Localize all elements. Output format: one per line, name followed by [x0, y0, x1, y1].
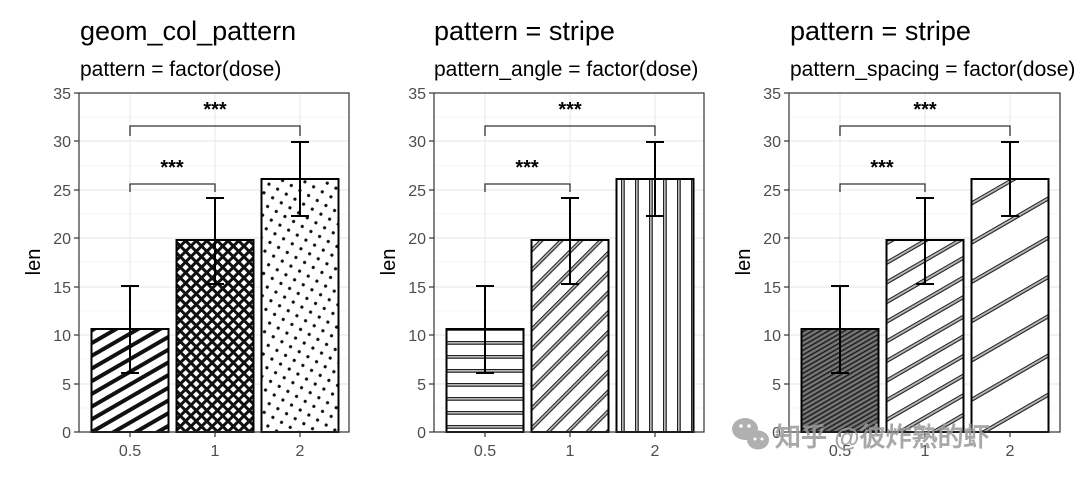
- panel-1: geom_col_pattern pattern = factor(dose): [23, 16, 350, 460]
- panel-1-y-axis: [74, 92, 79, 433]
- panel-1-y-tick-labels: 0 5 10 15 20 25 30 35: [53, 86, 71, 442]
- svg-text:0.5: 0.5: [829, 443, 851, 460]
- panel-3-y-tick-labels: 0 5 10 15 20 25 30 35: [763, 86, 781, 442]
- panel-1-x-axis: [129, 432, 301, 437]
- svg-text:5: 5: [772, 377, 781, 394]
- sig-label-0.5-1: ***: [160, 157, 184, 179]
- svg-text:25: 25: [408, 183, 426, 200]
- sig-label-0.5-2: ***: [558, 99, 582, 121]
- svg-text:20: 20: [763, 231, 781, 248]
- svg-text:0.5: 0.5: [119, 443, 141, 460]
- significance-brackets: [484, 125, 656, 192]
- significance-brackets: [129, 125, 301, 192]
- svg-text:35: 35: [763, 86, 781, 103]
- panel-1-x-tick-labels: 0.5 1 2: [119, 443, 305, 460]
- svg-text:1: 1: [211, 443, 220, 460]
- svg-text:2: 2: [296, 443, 305, 460]
- panel-2-x-tick-labels: 0.5 1 2: [474, 443, 660, 460]
- panel-3-x-tick-labels: 0.5 1 2: [829, 443, 1015, 460]
- svg-text:10: 10: [763, 328, 781, 345]
- panel-3-title: pattern = stripe: [790, 16, 971, 46]
- panel-2-y-axis: [429, 92, 434, 433]
- svg-text:1: 1: [921, 443, 930, 460]
- svg-text:15: 15: [53, 280, 71, 297]
- error-bars: [476, 141, 664, 374]
- panel-1-border: [78, 92, 350, 433]
- svg-text:35: 35: [408, 86, 426, 103]
- svg-text:0: 0: [772, 425, 781, 442]
- significance-brackets: [839, 125, 1011, 192]
- svg-text:2: 2: [1006, 443, 1015, 460]
- panel-2-y-tick-labels: 0 5 10 15 20 25 30 35: [408, 86, 426, 442]
- svg-text:20: 20: [53, 231, 71, 248]
- panel-1-title: geom_col_pattern: [80, 16, 296, 46]
- watermark: 知乎 @彼炸熟的虾: [732, 418, 990, 452]
- svg-text:5: 5: [417, 377, 426, 394]
- svg-text:30: 30: [408, 134, 426, 151]
- sig-label-0.5-2: ***: [203, 99, 227, 121]
- svg-text:25: 25: [53, 183, 71, 200]
- bar-2: [615, 178, 695, 433]
- svg-text:10: 10: [408, 328, 426, 345]
- svg-text:0: 0: [62, 425, 71, 442]
- panel-2: pattern = stripe pattern_angle = factor(…: [378, 16, 705, 460]
- panel-2-title: pattern = stripe: [434, 16, 615, 46]
- svg-text:0.5: 0.5: [474, 443, 496, 460]
- svg-text:25: 25: [763, 183, 781, 200]
- svg-text:15: 15: [763, 280, 781, 297]
- panel-3-plot: *** ***: [788, 92, 1061, 433]
- panel-2-subtitle: pattern_angle = factor(dose): [434, 58, 698, 81]
- panel-3: pattern = stripe pattern_spacing = facto…: [733, 16, 1075, 460]
- svg-text:15: 15: [408, 280, 426, 297]
- sig-label-0.5-1: ***: [515, 157, 539, 179]
- error-bars: [831, 141, 1019, 374]
- svg-text:1: 1: [566, 443, 575, 460]
- svg-text:20: 20: [408, 231, 426, 248]
- panel-2-plot: *** ***: [433, 92, 705, 433]
- bar-2: [260, 178, 340, 433]
- panel-3-subtitle: pattern_spacing = factor(dose): [790, 58, 1075, 81]
- sig-label-0.5-2: ***: [913, 99, 937, 121]
- panel-2-border: [433, 92, 705, 433]
- svg-text:5: 5: [62, 377, 71, 394]
- svg-text:10: 10: [53, 328, 71, 345]
- panel-1-plot: *** ***: [78, 92, 350, 433]
- svg-text:30: 30: [763, 134, 781, 151]
- error-bars: [121, 141, 309, 374]
- sig-label-0.5-1: ***: [870, 157, 894, 179]
- svg-text:2: 2: [651, 443, 660, 460]
- svg-text:30: 30: [53, 134, 71, 151]
- svg-text:35: 35: [53, 86, 71, 103]
- svg-text:0: 0: [417, 425, 426, 442]
- panel-1-y-axis-title: len: [23, 249, 45, 276]
- panel-1-subtitle: pattern = factor(dose): [80, 58, 281, 81]
- panel-3-x-axis: [839, 432, 1011, 437]
- panel-2-x-axis: [484, 432, 656, 437]
- panel-3-y-axis-title: len: [733, 249, 755, 276]
- wechat-icon: [732, 418, 769, 450]
- panel-3-y-axis: [784, 92, 789, 433]
- watermark-text: 知乎 @彼炸熟的虾: [775, 422, 990, 452]
- panel-2-y-axis-title: len: [378, 249, 400, 276]
